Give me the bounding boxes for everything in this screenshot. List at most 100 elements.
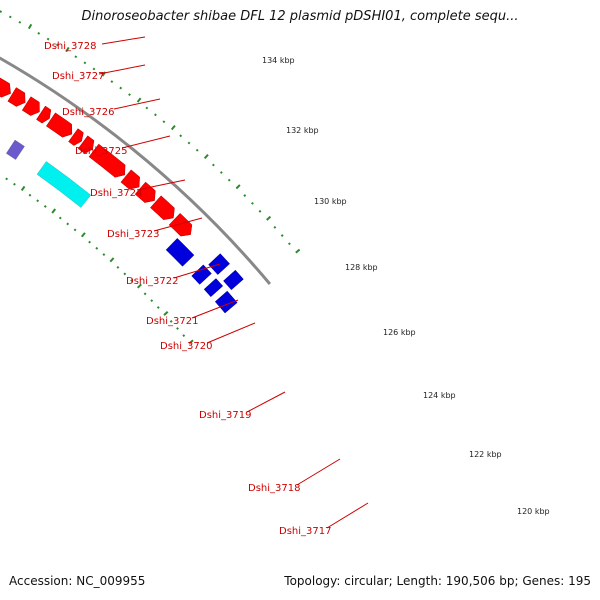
outer-tick bbox=[227, 178, 231, 182]
cog-block bbox=[5, 139, 25, 161]
inner-tick bbox=[136, 283, 142, 289]
inner-tick bbox=[102, 253, 106, 257]
cds-forward-gene bbox=[7, 87, 26, 107]
cog-track bbox=[5, 139, 92, 208]
outer-tick bbox=[128, 93, 131, 97]
outer-tick bbox=[154, 113, 157, 117]
outer-tick bbox=[235, 184, 241, 190]
gene-labels: Dshi_3728 Dshi_3727 Dshi_3726 Dshi_3725 Dshi… bbox=[44, 36, 369, 537]
gene-label: Dshi_3728 bbox=[44, 41, 96, 52]
inner-tick bbox=[169, 320, 173, 323]
gene-leader-line bbox=[191, 299, 239, 319]
outer-tick bbox=[37, 32, 41, 35]
gene-label: Dshi_3722 bbox=[126, 276, 178, 287]
cds-forward-gene bbox=[45, 112, 73, 138]
kbp-tick-label: 128 kbp bbox=[345, 263, 378, 272]
outer-tick bbox=[288, 242, 291, 246]
gene-leader-line bbox=[246, 391, 286, 413]
outer-tick bbox=[27, 23, 33, 30]
gene-label: Dshi_3717 bbox=[279, 526, 331, 537]
kbp-tick-label: 132 kbp bbox=[286, 126, 319, 135]
inner-tick bbox=[163, 310, 169, 316]
gene-leader-line bbox=[173, 263, 221, 279]
gene-leader-line bbox=[206, 322, 256, 344]
inner-tick bbox=[58, 216, 62, 220]
inner-tick bbox=[5, 177, 9, 181]
kbp-labels: 134 kbp 132 kbp 130 kbp 128 kbp 126 kbp 124 k… bbox=[262, 56, 550, 516]
outer-tick bbox=[187, 141, 191, 145]
kbp-tick-label: 120 kbp bbox=[517, 507, 550, 516]
outer-tick bbox=[195, 148, 199, 152]
inner-tick bbox=[116, 265, 120, 269]
gene-label: Dshi_3718 bbox=[248, 483, 300, 494]
outer-tick bbox=[65, 46, 70, 53]
inner-tick bbox=[88, 240, 92, 244]
outer-tick bbox=[92, 67, 96, 71]
gene-leader-line bbox=[113, 98, 161, 110]
kbp-tick-label: 126 kbp bbox=[383, 328, 416, 337]
cds-forward-gene bbox=[36, 105, 52, 124]
outer-tick bbox=[295, 248, 301, 254]
inner-tick bbox=[123, 272, 127, 276]
gene-leader-line bbox=[296, 458, 341, 486]
outer-tick bbox=[273, 225, 277, 229]
inner-tick bbox=[176, 327, 179, 330]
outer-tick bbox=[136, 97, 142, 103]
inner-tick bbox=[80, 232, 86, 238]
inner-tick bbox=[66, 222, 70, 226]
outer-tick bbox=[46, 37, 50, 41]
cds-reverse-gene bbox=[165, 238, 195, 267]
outer-tick bbox=[219, 171, 223, 174]
gene-label: Dshi_3720 bbox=[160, 341, 212, 352]
outer-tick bbox=[119, 86, 123, 90]
outer-tick bbox=[280, 234, 284, 237]
inner-tick bbox=[51, 208, 57, 214]
outer-tick bbox=[203, 153, 209, 159]
kbp-tick-label: 134 kbp bbox=[262, 56, 295, 65]
gene-label: Dshi_3719 bbox=[199, 410, 251, 421]
cds-forward-gene bbox=[68, 128, 84, 146]
gene-leader-line bbox=[153, 217, 203, 232]
inner-tick bbox=[150, 299, 154, 303]
kbp-tick-label: 130 kbp bbox=[314, 197, 347, 206]
kbp-tick-label: 122 kbp bbox=[469, 450, 502, 459]
gene-leader-line bbox=[98, 64, 146, 75]
outer-tick bbox=[56, 43, 59, 47]
gene-label: Dshi_3724 bbox=[90, 188, 142, 199]
accession-text: Accession: NC_009955 bbox=[9, 574, 146, 588]
inner-tick bbox=[20, 185, 26, 192]
cds-forward-gene bbox=[0, 77, 11, 98]
cog-block bbox=[36, 160, 92, 208]
inner-tick bbox=[73, 228, 77, 232]
inner-tick bbox=[182, 334, 186, 338]
outer-tick bbox=[179, 134, 183, 138]
outer-tick bbox=[0, 10, 3, 13]
map-title: Dinoroseobacter shibae DFL 12 plasmid pD… bbox=[81, 9, 519, 24]
outer-tick bbox=[110, 80, 114, 84]
gene-label: Dshi_3727 bbox=[52, 71, 104, 82]
inner-tick bbox=[156, 306, 160, 309]
outer-tick bbox=[211, 163, 215, 167]
cds-forward-gene bbox=[120, 169, 140, 190]
outer-tick bbox=[243, 194, 247, 197]
cds-reverse-gene bbox=[203, 278, 224, 298]
gene-label: Dshi_3726 bbox=[62, 107, 114, 118]
inner-tick bbox=[143, 292, 147, 296]
gene-label: Dshi_3725 bbox=[75, 146, 127, 157]
gene-label: Dshi_3723 bbox=[107, 229, 159, 240]
inner-tick bbox=[13, 182, 16, 186]
outer-tick bbox=[170, 125, 176, 131]
outer-tick bbox=[8, 15, 12, 19]
cds-forward-track bbox=[0, 77, 193, 237]
inner-tick bbox=[95, 246, 99, 250]
cds-reverse-gene bbox=[223, 269, 244, 291]
inner-tick bbox=[188, 339, 194, 345]
outer-tick bbox=[18, 20, 22, 24]
outer-tick bbox=[162, 120, 166, 124]
cds-forward-gene bbox=[21, 96, 40, 116]
outer-tick bbox=[266, 215, 272, 221]
inner-tick bbox=[36, 199, 40, 203]
gene-leader-line bbox=[136, 179, 186, 191]
inner-tick-ring bbox=[0, 173, 194, 345]
